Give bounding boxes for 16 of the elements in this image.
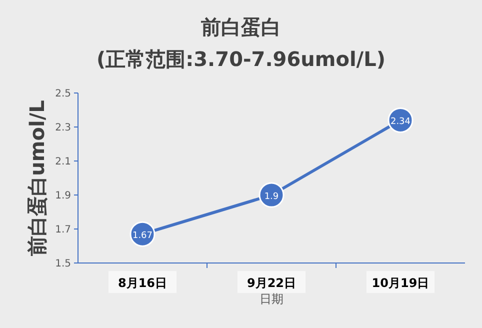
- chart-subtitle: (正常范围:3.70-7.96umol/L): [96, 47, 386, 71]
- y-tick-label: 1.7: [55, 224, 71, 236]
- y-tick-label: 1.5: [55, 258, 71, 270]
- y-tick-label: 2.5: [55, 88, 71, 100]
- x-tick-label: 8月16日: [118, 276, 168, 290]
- y-tick-label: 2.3: [55, 122, 71, 134]
- y-tick-label: 1.9: [55, 190, 71, 202]
- x-tick-label: 10月19日: [372, 276, 430, 290]
- x-tick-label: 9月22日: [246, 276, 296, 290]
- data-label: 2.34: [390, 117, 411, 128]
- y-axis-title: 前白蛋白umol/L: [25, 100, 49, 257]
- y-tick-label: 2.1: [55, 156, 71, 168]
- data-label: 1.9: [264, 192, 279, 202]
- x-axis-title: 日期: [260, 292, 284, 306]
- data-label: 1.67: [132, 231, 153, 242]
- chart-title: 前白蛋白: [200, 15, 281, 39]
